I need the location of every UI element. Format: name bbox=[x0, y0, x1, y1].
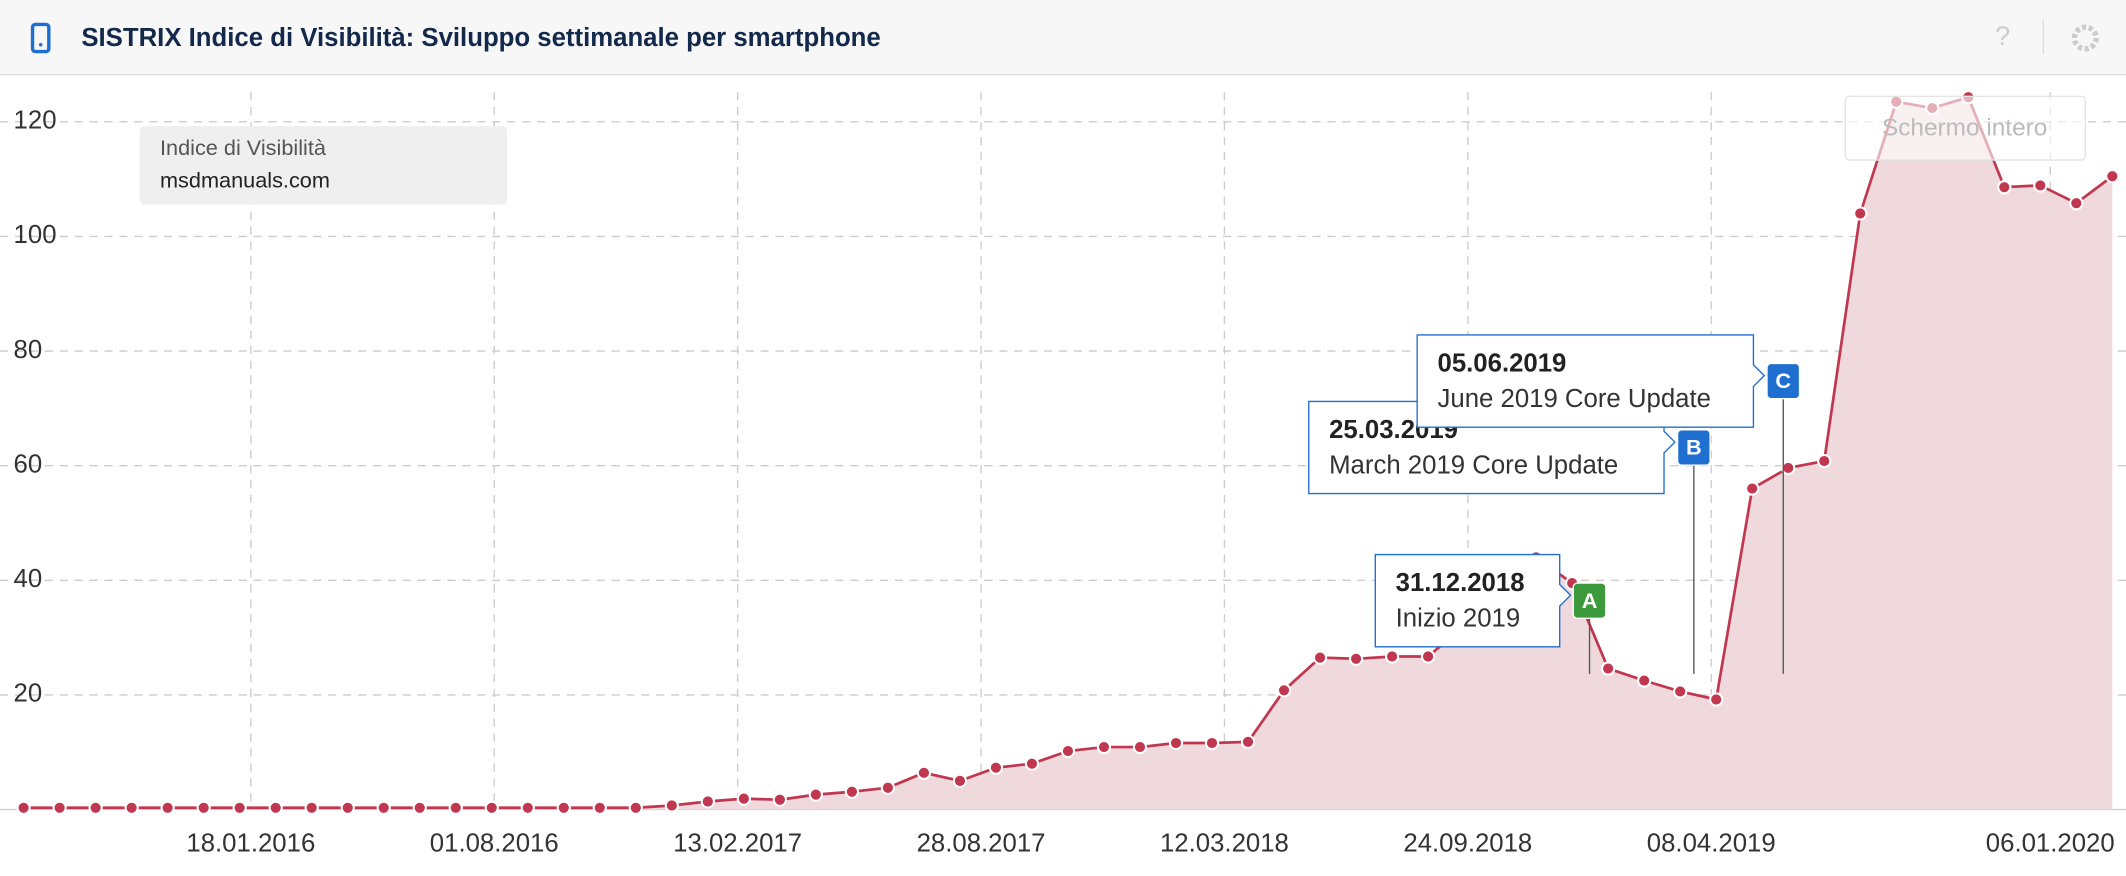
data-point bbox=[1997, 180, 2012, 195]
data-point bbox=[808, 787, 823, 802]
data-point bbox=[1673, 684, 1688, 699]
x-tick-label: 13.02.2017 bbox=[673, 830, 802, 858]
data-point bbox=[412, 800, 427, 815]
data-point bbox=[1024, 756, 1040, 771]
data-point bbox=[2033, 178, 2048, 193]
plot: 20 40 60 80 100 120 18.01.2016 01.08.2016 13.02.… bbox=[0, 90, 2126, 858]
data-point bbox=[1781, 460, 1796, 476]
data-point bbox=[1420, 649, 1436, 664]
x-tick-label: 12.03.2018 bbox=[1160, 830, 1289, 858]
data-point bbox=[736, 791, 751, 806]
callout-text: June 2019 Core Update bbox=[1438, 385, 1711, 413]
y-tick-label: 120 bbox=[14, 107, 57, 135]
help-icon[interactable]: ? bbox=[1995, 20, 2010, 51]
header-bar bbox=[0, 0, 2126, 75]
data-point bbox=[304, 800, 319, 815]
callout-box bbox=[1374, 553, 1572, 648]
data-point bbox=[124, 800, 139, 815]
header-title: SISTRIX Indice di Visibilità: Sviluppo s… bbox=[81, 24, 880, 52]
data-point bbox=[52, 800, 67, 815]
x-tick-label: 01.08.2016 bbox=[430, 830, 559, 858]
flag-letter: B bbox=[1686, 435, 1702, 460]
legend-domain: msdmanuals.com bbox=[160, 167, 330, 192]
data-point bbox=[196, 800, 211, 815]
data-point bbox=[376, 800, 391, 815]
data-point bbox=[1348, 651, 1364, 666]
flag-letter: C bbox=[1775, 368, 1791, 393]
x-tick-label: 06.01.2020 bbox=[1986, 830, 2115, 858]
flag bbox=[1676, 429, 1711, 466]
callout-text: Inizio 2019 bbox=[1396, 604, 1521, 632]
y-tick-label: 60 bbox=[14, 450, 43, 478]
x-tick-label: 28.08.2017 bbox=[917, 830, 1046, 858]
y-tick-label: 80 bbox=[14, 336, 43, 364]
callout-box bbox=[1416, 334, 1766, 428]
data-point bbox=[232, 800, 247, 815]
callout-text: March 2019 Core Update bbox=[1329, 451, 1618, 479]
data-point bbox=[1168, 735, 1184, 751]
data-point bbox=[1601, 661, 1616, 676]
x-tick-label: 08.04.2019 bbox=[1647, 830, 1776, 858]
data-point bbox=[1853, 206, 1868, 221]
data-point bbox=[556, 800, 571, 815]
data-point bbox=[16, 800, 31, 815]
data-point bbox=[1312, 650, 1328, 665]
data-point bbox=[484, 800, 499, 815]
phone-icon bbox=[30, 22, 51, 54]
data-point bbox=[880, 780, 896, 795]
data-point bbox=[1817, 453, 1832, 469]
data-point bbox=[1132, 739, 1148, 755]
data-point bbox=[1745, 481, 1760, 496]
fullscreen-label[interactable]: Schermo intero bbox=[1882, 114, 2047, 141]
callout-date: 31.12.2018 bbox=[1396, 569, 1525, 597]
data-point bbox=[1204, 735, 1220, 751]
data-point bbox=[988, 760, 1004, 775]
data-point bbox=[1276, 683, 1292, 698]
data-point bbox=[340, 800, 355, 815]
settings-icon[interactable] bbox=[2071, 24, 2099, 52]
flag bbox=[1766, 362, 1801, 400]
data-point bbox=[448, 800, 463, 815]
data-point bbox=[1096, 739, 1112, 755]
fullscreen-button[interactable] bbox=[1844, 95, 2087, 161]
data-point bbox=[1709, 692, 1724, 707]
callout-date: 05.06.2019 bbox=[1438, 350, 1567, 378]
y-tick-label: 20 bbox=[14, 680, 43, 708]
data-point bbox=[628, 800, 643, 815]
data-point bbox=[268, 800, 283, 815]
data-point bbox=[952, 773, 968, 788]
data-point bbox=[700, 794, 715, 809]
data-point bbox=[2105, 169, 2120, 184]
flag bbox=[1572, 582, 1607, 620]
data-point bbox=[1240, 734, 1256, 750]
data-point bbox=[592, 800, 607, 815]
data-point bbox=[88, 800, 103, 815]
legend-label: Indice di Visibilità bbox=[160, 135, 327, 160]
data-point bbox=[160, 800, 175, 815]
y-tick-label: 40 bbox=[14, 565, 43, 593]
flag-letter: A bbox=[1582, 588, 1598, 613]
data-point bbox=[916, 765, 932, 780]
legend-box bbox=[139, 126, 508, 205]
x-tick-label: 24.09.2018 bbox=[1403, 830, 1532, 858]
data-point bbox=[520, 800, 535, 815]
data-point bbox=[2069, 196, 2084, 211]
data-point bbox=[1060, 743, 1076, 759]
data-point bbox=[844, 784, 860, 799]
y-tick-label: 100 bbox=[14, 221, 57, 249]
data-point bbox=[772, 792, 787, 807]
x-tick-label: 18.01.2016 bbox=[186, 830, 315, 858]
data-point bbox=[1384, 649, 1400, 664]
data-point bbox=[664, 798, 679, 813]
data-point bbox=[1637, 673, 1652, 688]
